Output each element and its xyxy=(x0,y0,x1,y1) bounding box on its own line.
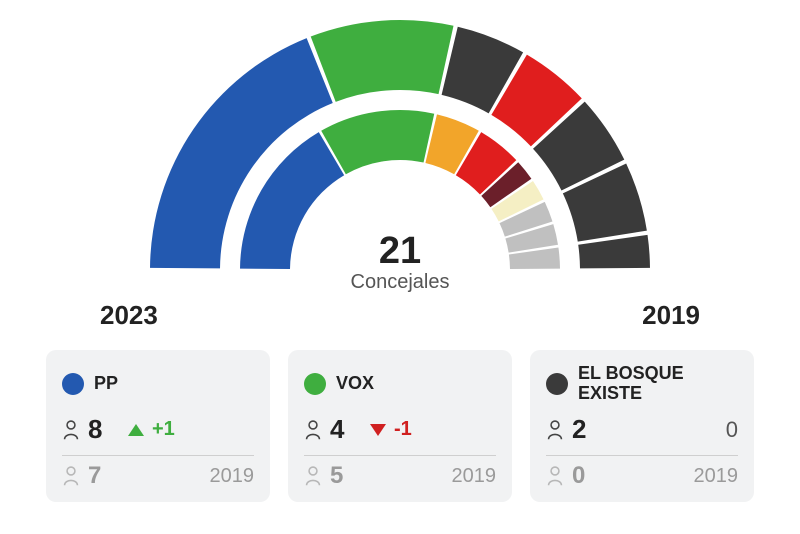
party-card: PP 8 +1 7 2019 xyxy=(46,350,270,502)
card-divider xyxy=(546,455,738,456)
person-icon xyxy=(62,466,80,486)
total-seats: 21 xyxy=(351,230,450,273)
current-seats: 8 xyxy=(88,414,106,445)
card-header: EL BOSQUE EXISTE xyxy=(546,364,738,404)
current-row: 8 +1 xyxy=(62,414,254,445)
party-cards: PP 8 +1 7 2019 VOX 4 xyxy=(46,350,754,502)
previous-seats: 0 xyxy=(572,462,585,490)
hemicycle-chart: 21 Concejales 2023 2019 xyxy=(0,0,800,350)
person-icon xyxy=(546,466,564,486)
arc-segment xyxy=(578,235,650,269)
person-icon xyxy=(62,420,80,440)
previous-year: 2019 xyxy=(210,465,255,488)
party-name: PP xyxy=(94,374,118,394)
person-icon xyxy=(546,420,564,440)
card-header: VOX xyxy=(304,364,496,404)
party-name: VOX xyxy=(336,374,374,394)
current-seats: 4 xyxy=(330,414,348,445)
person-icon xyxy=(304,466,322,486)
previous-year: 2019 xyxy=(452,465,497,488)
party-card: EL BOSQUE EXISTE 2 0 0 2019 xyxy=(530,350,754,502)
party-swatch xyxy=(546,373,568,395)
previous-seats: 7 xyxy=(88,462,101,490)
current-row: 4 -1 xyxy=(304,414,496,445)
current-seats: 2 xyxy=(572,414,590,445)
arc-segment xyxy=(311,20,454,102)
year-left-label: 2023 xyxy=(100,300,158,331)
previous-row: 7 2019 xyxy=(62,462,254,490)
previous-row: 0 2019 xyxy=(546,462,738,490)
previous-row: 5 2019 xyxy=(304,462,496,490)
card-divider xyxy=(304,455,496,456)
triangle-up-icon xyxy=(128,424,144,436)
center-label: 21 Concejales xyxy=(351,230,450,294)
current-row: 2 0 xyxy=(546,414,738,445)
arc-segment xyxy=(321,110,434,174)
party-swatch xyxy=(62,373,84,395)
change-value: 0 xyxy=(726,417,738,443)
change-value: +1 xyxy=(152,418,175,441)
party-card: VOX 4 -1 5 2019 xyxy=(288,350,512,502)
card-divider xyxy=(62,455,254,456)
unit-label: Concejales xyxy=(351,271,450,294)
party-swatch xyxy=(304,373,326,395)
previous-year: 2019 xyxy=(694,465,739,488)
person-icon xyxy=(304,420,322,440)
change-value: -1 xyxy=(394,418,412,441)
card-header: PP xyxy=(62,364,254,404)
triangle-down-icon xyxy=(370,424,386,436)
year-right-label: 2019 xyxy=(642,300,700,331)
party-name: EL BOSQUE EXISTE xyxy=(578,364,738,404)
previous-seats: 5 xyxy=(330,462,343,490)
